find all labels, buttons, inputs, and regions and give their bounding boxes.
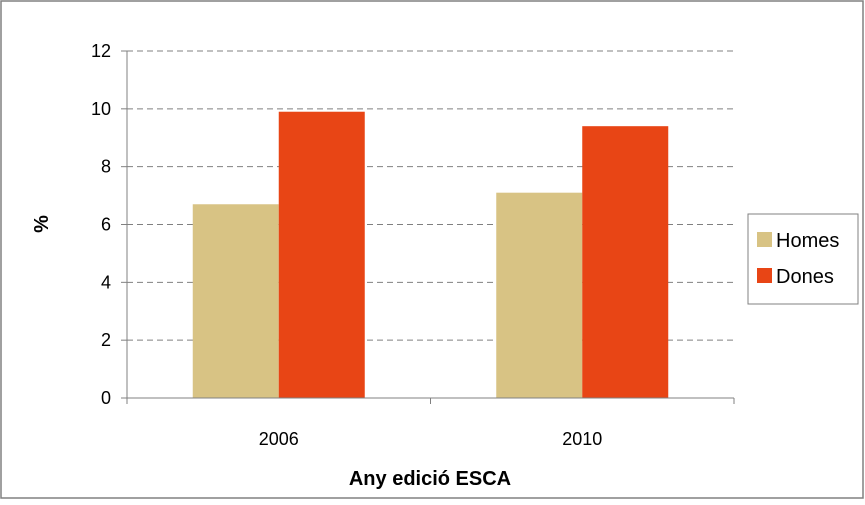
bar-dones-2010 <box>582 126 669 398</box>
tick-labels: 0 2 4 6 8 10 12 2006 2010 <box>91 41 602 449</box>
y-tick-label: 12 <box>91 41 111 61</box>
bar-dones-2006 <box>278 111 365 398</box>
y-tick-label: 8 <box>101 157 111 177</box>
bar-homes-2010 <box>496 192 583 398</box>
y-tick-label: 6 <box>101 215 111 235</box>
bar-homes-2006 <box>192 204 279 398</box>
x-tick-label: 2010 <box>562 429 602 449</box>
legend-box <box>747 213 859 305</box>
legend-swatch-homes <box>757 232 772 247</box>
y-tick-label: 10 <box>91 99 111 119</box>
bars <box>192 111 669 398</box>
legend: Homes Dones <box>747 213 859 305</box>
x-tick-label: 2006 <box>259 429 299 449</box>
y-tick-label: 2 <box>101 330 111 350</box>
legend-label-dones: Dones <box>776 266 834 288</box>
y-tick-label: 0 <box>101 388 111 408</box>
x-axis-title: Any edició ESCA <box>349 468 511 490</box>
legend-label-homes: Homes <box>776 230 839 252</box>
y-tick-label: 4 <box>101 272 111 292</box>
legend-swatch-dones <box>757 268 772 283</box>
y-axis-title: % <box>31 215 53 233</box>
axes <box>121 50 735 404</box>
